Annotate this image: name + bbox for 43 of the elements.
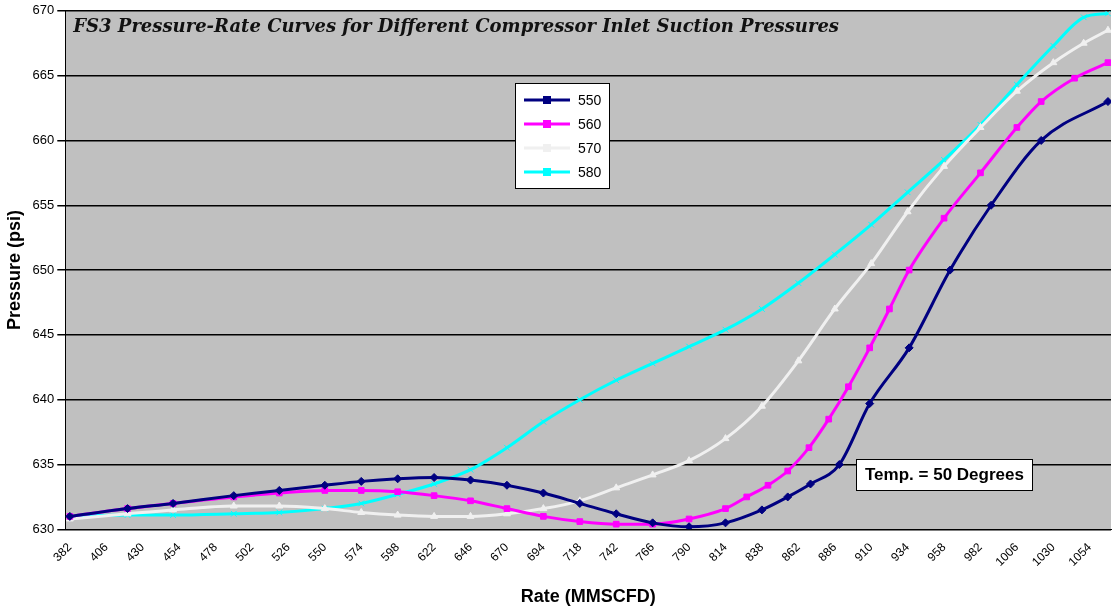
x-tick-label: 718: [560, 539, 585, 565]
x-tick-label: 694: [523, 539, 549, 565]
chart-title: FS3 Pressure-Rate Curves for Different Compressor Inlet Suction Pressures: [73, 14, 840, 36]
x-tick-label: 382: [50, 539, 75, 565]
x-tick-label: 622: [414, 539, 439, 565]
x-tick-label: 502: [232, 539, 257, 565]
y-axis-title: Pressure (psi): [3, 210, 24, 331]
y-tick-label: 630: [32, 520, 55, 536]
legend-label: 580: [577, 163, 602, 180]
x-tick-label: 550: [305, 539, 330, 565]
x-tick-label: 862: [778, 539, 804, 565]
x-tick-label: 430: [123, 539, 148, 565]
legend-label: 560: [577, 115, 602, 132]
x-tick-label: 454: [159, 539, 184, 565]
y-tick-label: 665: [32, 67, 55, 83]
x-tick-label: 814: [705, 539, 731, 565]
x-tick-label: 886: [815, 539, 840, 565]
legend-label: 550: [577, 91, 602, 108]
x-tick-label: 790: [669, 539, 694, 565]
x-tick-label: 838: [742, 539, 767, 565]
y-tick-label: 670: [32, 2, 55, 18]
y-tick-label: 660: [32, 132, 55, 148]
x-tick-label: 958: [924, 539, 949, 565]
x-tick-label: 766: [633, 539, 658, 565]
x-axis-title: Rate (MMSCFD): [520, 586, 656, 607]
x-tick-label: 670: [487, 539, 512, 565]
y-tick-label: 645: [32, 326, 55, 342]
y-tick-label: 640: [32, 391, 55, 407]
legend-label: 570: [577, 139, 602, 156]
y-tick-label: 650: [32, 261, 55, 277]
x-tick-label: 526: [268, 539, 294, 565]
y-tick-label: 635: [32, 456, 55, 472]
x-tick-label: 646: [450, 539, 476, 565]
x-tick-label: 934: [888, 539, 913, 565]
x-tick-label: 406: [86, 539, 111, 565]
x-tick-label: 574: [341, 539, 366, 565]
x-tick-label: 478: [195, 539, 221, 565]
x-tick-label: 910: [851, 539, 876, 565]
x-tick-label: 598: [378, 539, 403, 565]
annotation: Temp. = 50 Degrees: [856, 459, 1033, 492]
x-tick-label: 982: [960, 539, 986, 565]
y-tick-label: 655: [32, 196, 55, 212]
x-tick-label: 742: [596, 539, 621, 565]
